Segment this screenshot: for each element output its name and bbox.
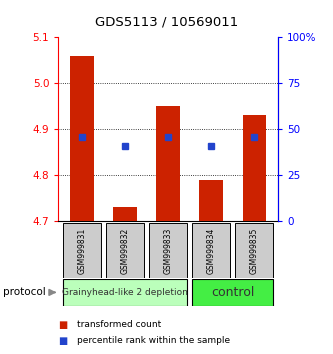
Text: GSM999834: GSM999834 xyxy=(207,227,216,274)
Bar xyxy=(106,223,144,278)
Text: ■: ■ xyxy=(58,336,68,346)
Text: percentile rank within the sample: percentile rank within the sample xyxy=(77,336,230,345)
Bar xyxy=(156,106,180,221)
Text: GSM999831: GSM999831 xyxy=(78,227,87,274)
Text: Grainyhead-like 2 depletion: Grainyhead-like 2 depletion xyxy=(62,288,188,297)
Bar xyxy=(192,223,230,278)
Text: GDS5113 / 10569011: GDS5113 / 10569011 xyxy=(95,16,238,29)
Text: GSM999835: GSM999835 xyxy=(250,227,259,274)
Bar xyxy=(63,223,101,278)
Bar xyxy=(70,56,94,221)
Text: ■: ■ xyxy=(58,320,68,330)
Bar xyxy=(149,223,187,278)
Bar xyxy=(63,279,187,306)
Text: GSM999833: GSM999833 xyxy=(164,227,173,274)
Text: control: control xyxy=(211,286,254,299)
Bar xyxy=(192,279,273,306)
Bar xyxy=(242,115,266,221)
Text: protocol: protocol xyxy=(3,287,46,297)
Text: GSM999832: GSM999832 xyxy=(121,227,130,274)
Bar xyxy=(235,223,273,278)
Text: transformed count: transformed count xyxy=(77,320,161,330)
Bar xyxy=(199,180,223,221)
Bar xyxy=(113,207,137,221)
